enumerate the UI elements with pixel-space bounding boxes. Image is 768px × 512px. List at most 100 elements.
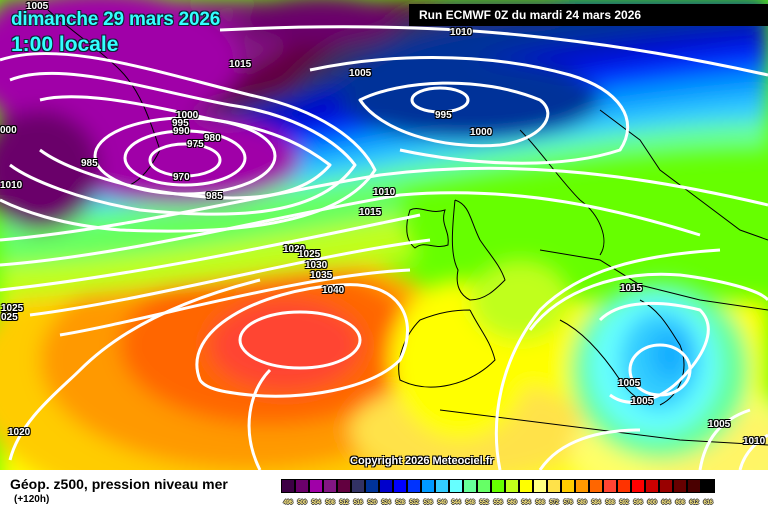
legend-tick-label: 508 [325,500,335,506]
isobar-label: 985 [81,158,98,169]
legend-tick-label: 500 [297,500,307,506]
legend-swatch [659,479,673,493]
isobar-label: 1010 [743,436,766,447]
isobar-label: 1005 [26,1,49,12]
legend-tick-label: 564 [521,500,531,506]
forecast-hour: (+120h) [14,494,50,505]
legend-tick-label: 608 [675,500,685,506]
legend-tick-label: 532 [409,500,419,506]
isobar-label: 1015 [620,283,643,294]
legend-swatch [435,479,449,493]
chart-title: Géop. z500, pression niveau mer [10,476,228,492]
legend-tick-label: 572 [549,500,559,506]
legend-swatch [645,479,659,493]
isobar-label: 1010 [450,27,473,38]
isobar-label: 1015 [229,59,252,70]
legend-footer: Géop. z500, pression niveau mer (+120h) … [0,470,768,512]
legend-swatch [589,479,603,493]
legend-swatch [463,479,477,493]
legend-swatch [379,479,393,493]
legend-tick-label: 504 [311,500,321,506]
legend-tick-label: 528 [395,500,405,506]
isobar-label: 1020 [8,427,31,438]
legend-swatch [533,479,547,493]
legend-tick-label: 604 [661,500,671,506]
legend-swatch [673,479,687,493]
legend-swatch [491,479,505,493]
isobar-label: 1005 [708,419,731,430]
legend-tick-label: 600 [647,500,657,506]
legend-swatch [309,479,323,493]
legend-tick-label: 544 [451,500,461,506]
legend-swatch [617,479,631,493]
legend-tick-label: 588 [605,500,615,506]
legend-swatch [505,479,519,493]
legend-tick-label: 596 [633,500,643,506]
isobar-label: 995 [172,118,189,129]
isobar-label: 995 [435,110,452,121]
isobar-label: 1035 [310,270,333,281]
legend-tick-label: 516 [353,500,363,506]
legend-tick-label: 612 [689,500,699,506]
isobar-label: 1010 [373,187,396,198]
legend-swatch [337,479,351,493]
run-info: Run ECMWF 0Z du mardi 24 mars 2026 [419,8,642,22]
legend-tick-label: 560 [507,500,517,506]
legend-swatch [421,479,435,493]
isobar-label: 1005 [618,378,641,389]
legend-tick-label: 536 [423,500,433,506]
legend-tick-label: 576 [563,500,573,506]
legend-tick-label: 556 [493,500,503,506]
legend-tick-label: 496 [283,500,293,506]
legend-tick-label: 524 [381,500,391,506]
forecast-date: dimanche 29 mars 2026 [11,9,221,30]
isobar-label: 990 [173,126,190,137]
legend-tick-label: 568 [535,500,545,506]
isobar-label: 985 [206,191,223,202]
legend-tick-label: 520 [367,500,377,506]
color-scale [281,479,715,493]
isobar-label: 025 [1,312,18,323]
weather-map: dimanche 29 mars 2026 1:00 locale Run EC… [0,0,768,470]
legend-swatch [365,479,379,493]
color-scale-ticks: 496 500 504 508 512 516 520 524 528 532 536 540 544 5… [281,500,715,506]
isobar-label: 000 [0,125,17,136]
isobar-label: 970 [173,172,190,183]
legend-tick-label: 540 [437,500,447,506]
z500-color-field [0,0,768,470]
forecast-time: 1:00 locale [11,33,119,56]
isobar-label: 1015 [359,207,382,218]
legend-swatch [561,479,575,493]
legend-swatch [701,479,715,493]
legend-tick-label: 616 [703,500,713,506]
copyright: Copyright 2026 Meteociel.fr [350,455,494,467]
legend-tick-label: 548 [465,500,475,506]
legend-swatch [631,479,645,493]
legend-swatch [351,479,365,493]
legend-swatch [687,479,701,493]
legend-swatch [323,479,337,493]
legend-tick-label: 592 [619,500,629,506]
isobar-label: 1000 [470,127,493,138]
isobar-label: 975 [187,139,204,150]
legend-swatch [575,479,589,493]
legend-tick-label: 552 [479,500,489,506]
isobar-label: 1020 [283,244,306,255]
legend-swatch [295,479,309,493]
legend-tick-label: 512 [339,500,349,506]
isobar-label: 1005 [631,396,654,407]
legend-swatch [603,479,617,493]
isobar-label: 1010 [0,180,23,191]
legend-swatch [449,479,463,493]
isobar-label: 1000 [176,110,199,121]
isobar-label: 1025 [1,303,24,314]
isobar-label: 1025 [298,249,321,260]
legend-tick-label: 580 [577,500,587,506]
legend-swatch [519,479,533,493]
legend-swatch [407,479,421,493]
isobar-label: 1040 [322,285,345,296]
isobar-label: 980 [204,133,221,144]
run-info-box: Run ECMWF 0Z du mardi 24 mars 2026 [409,4,768,26]
legend-swatch [393,479,407,493]
legend-tick-label: 584 [591,500,601,506]
